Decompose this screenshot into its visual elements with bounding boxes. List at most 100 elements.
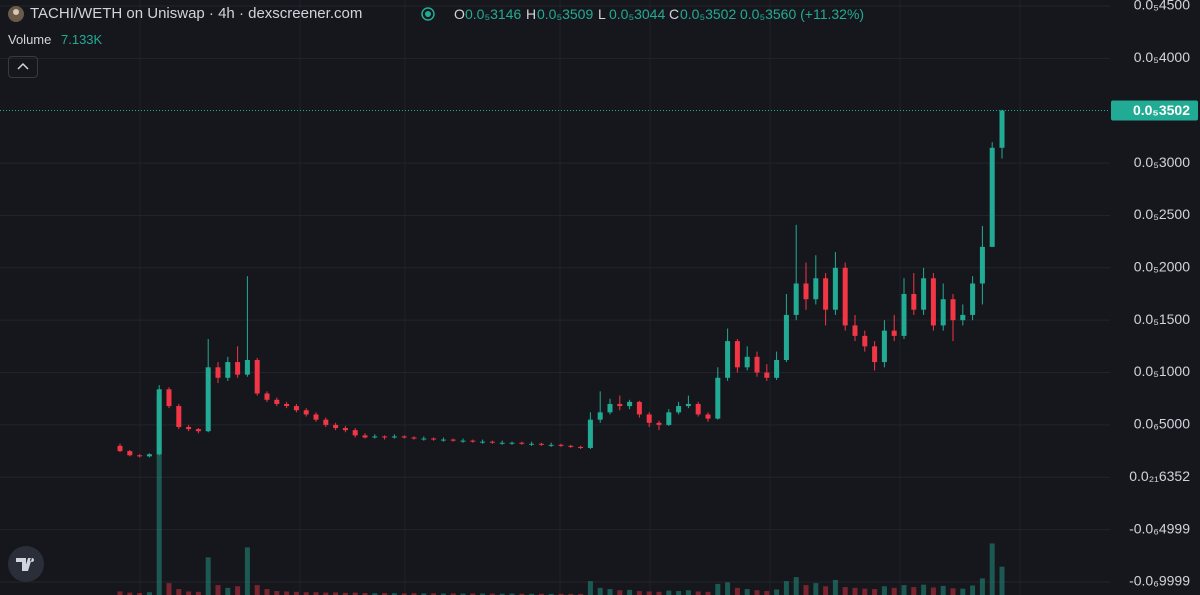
- volume-bar: [744, 589, 750, 595]
- volume-bar: [303, 592, 309, 595]
- status-dot: [421, 7, 435, 21]
- volume-label: Volume: [8, 32, 52, 47]
- candle-body: [734, 341, 740, 368]
- volume-bar: [195, 591, 201, 595]
- candle-body: [519, 442, 525, 444]
- volume-bar: [362, 593, 368, 595]
- candle-body: [156, 389, 162, 455]
- candle-body: [656, 422, 662, 425]
- volume-bar: [823, 586, 829, 595]
- candle-body: [558, 444, 564, 446]
- candle-body: [382, 436, 388, 438]
- volume-bar: [352, 592, 358, 595]
- volume-bar: [293, 591, 299, 595]
- ohlc-value: 0.0₅3502: [680, 6, 737, 22]
- volume-bar: [127, 592, 133, 595]
- y-tick-label: 0.0₅2500: [1134, 206, 1190, 222]
- volume-bar: [323, 592, 329, 595]
- candle-body: [303, 410, 309, 415]
- volume-bar: [519, 593, 525, 595]
- candle-body: [323, 419, 329, 425]
- ohlc-key: C: [669, 6, 680, 22]
- volume-bar: [440, 593, 446, 595]
- candle-body: [636, 401, 642, 415]
- candle-body: [970, 283, 976, 315]
- candle-body: [803, 283, 809, 300]
- candle-body: [715, 377, 721, 419]
- volume-bar: [578, 593, 584, 595]
- candle-body: [186, 427, 192, 430]
- volume-bar: [176, 589, 182, 595]
- volume-bar: [705, 591, 711, 595]
- volume-bar: [548, 593, 554, 595]
- candle-body: [529, 443, 535, 445]
- volume-bar: [401, 593, 407, 595]
- candle-body: [450, 439, 456, 441]
- candle-body: [725, 341, 731, 378]
- volume-bar: [489, 593, 495, 595]
- volume-bar: [499, 593, 505, 595]
- volume-bar: [215, 585, 221, 595]
- ohlc-key: O: [454, 6, 465, 22]
- volume-bar: [960, 588, 966, 595]
- volume-bar: [117, 591, 123, 595]
- candle-body: [489, 441, 495, 443]
- time-grid: [139, 0, 1021, 595]
- candle-body: [235, 362, 241, 375]
- candle-body: [215, 367, 221, 378]
- candle-body: [999, 110, 1005, 148]
- volume-bar: [636, 591, 642, 595]
- candle-body: [431, 438, 437, 440]
- volume-bar: [558, 593, 564, 595]
- candle-body: [587, 419, 593, 448]
- candle-body: [342, 428, 348, 431]
- volume-bar: [186, 591, 192, 595]
- y-tick-label: 0.0₆5000: [1134, 416, 1190, 432]
- volume-bar: [254, 585, 260, 595]
- candle-body: [676, 406, 682, 413]
- candle-body: [666, 412, 672, 425]
- candle-body: [813, 278, 819, 300]
- volume-bar: [342, 592, 348, 595]
- volume-bar: [881, 586, 887, 595]
- volume-bar: [676, 591, 682, 595]
- y-tick-label: 0.0₂₁6352: [1129, 468, 1190, 484]
- candle-body: [597, 412, 603, 420]
- y-tick-label: 0.0₅4000: [1134, 49, 1190, 65]
- volume-bar: [930, 587, 936, 595]
- candle-body: [401, 436, 407, 438]
- volume-bar: [509, 593, 515, 595]
- collapse-button[interactable]: [8, 56, 38, 78]
- volume-bar: [568, 593, 574, 595]
- candle-body: [372, 436, 378, 438]
- volume-bar: [734, 587, 740, 595]
- volume-bar: [382, 593, 388, 595]
- candle-body: [881, 330, 887, 363]
- candle-body: [568, 445, 574, 447]
- change: 0.0₅3560 (+11.32%): [740, 6, 865, 22]
- candle-body: [783, 314, 789, 360]
- chevron: [17, 62, 29, 70]
- volume-bar: [264, 589, 270, 595]
- candle-body: [264, 393, 270, 400]
- volume-bar: [685, 590, 691, 595]
- candle-body: [695, 403, 701, 415]
- volume-bar: [970, 585, 976, 595]
- volume-bar: [764, 591, 770, 595]
- candle-body: [891, 330, 897, 336]
- candle-body: [254, 359, 260, 394]
- volume-bar: [656, 591, 662, 595]
- volume-bar: [607, 589, 613, 595]
- candle-body: [391, 436, 397, 438]
- volume-bar: [832, 579, 838, 595]
- candle-body: [333, 424, 339, 429]
- tv-logo: [8, 546, 44, 582]
- candle-body: [362, 435, 368, 438]
- volume-bar: [470, 593, 476, 595]
- candle-body: [764, 372, 770, 378]
- volume-bar: [284, 591, 290, 595]
- logo-mark: [16, 558, 35, 571]
- y-tick-label: 0.0₅2000: [1134, 259, 1190, 275]
- y-tick-label: -0.0₆4999: [1129, 520, 1190, 536]
